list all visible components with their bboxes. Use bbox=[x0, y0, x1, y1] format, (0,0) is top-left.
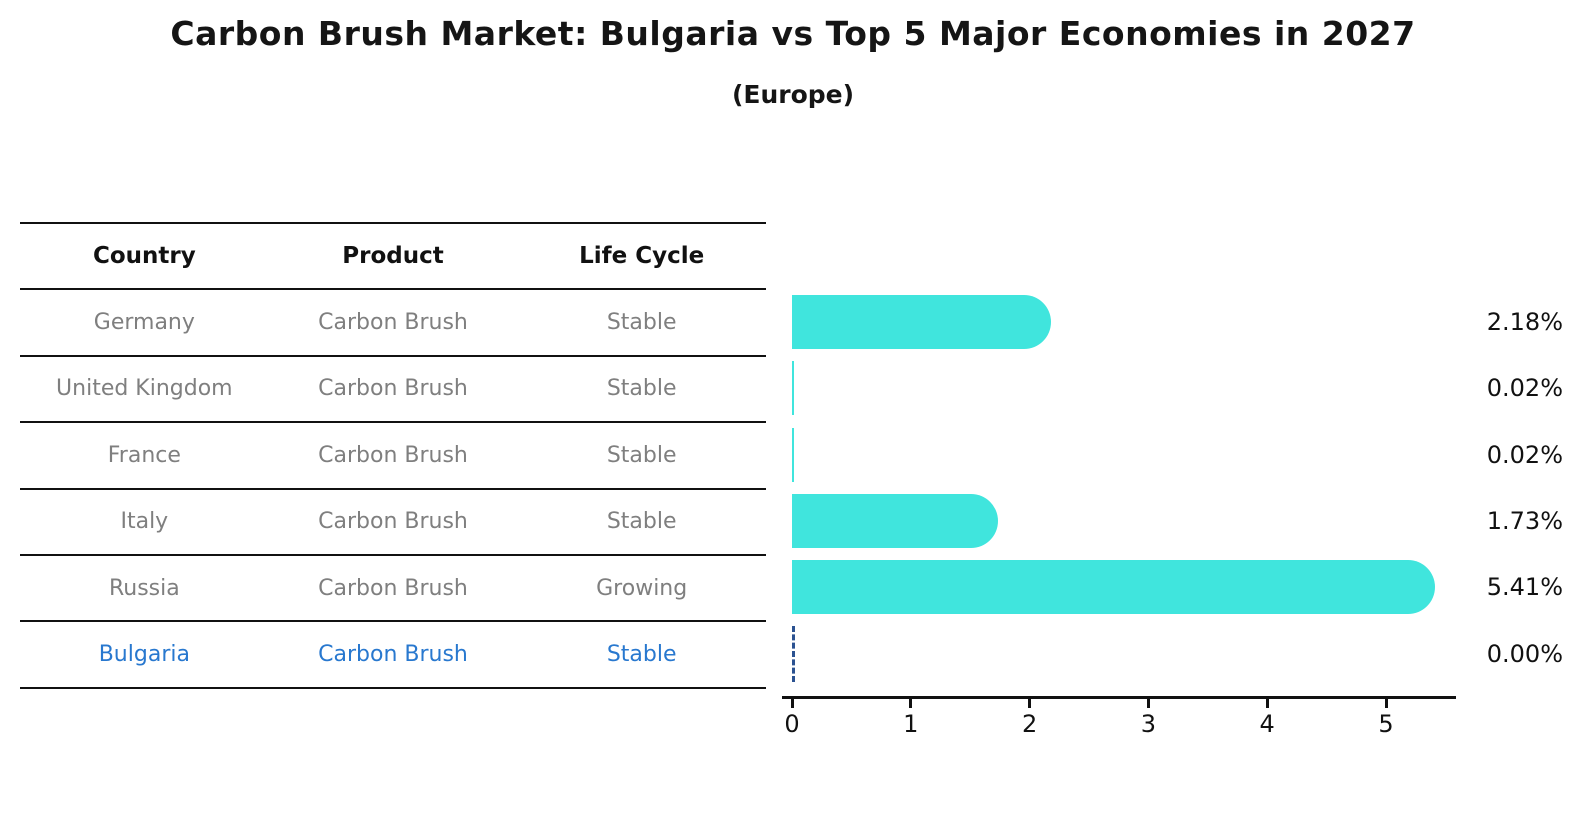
cell-country: Russia bbox=[108, 575, 180, 601]
bar-russia bbox=[792, 560, 1435, 615]
value-label-united-kingdom: 0.02% bbox=[1486, 374, 1563, 403]
x-tick-1 bbox=[909, 699, 913, 708]
cell-product: Carbon Brush bbox=[318, 310, 468, 336]
table-header-row: Country Product Life Cycle bbox=[20, 224, 766, 291]
data-table: Country Product Life Cycle Germany Carbo… bbox=[20, 222, 766, 689]
x-tick-4 bbox=[1265, 699, 1269, 708]
cell-lifecycle: Stable bbox=[606, 509, 677, 535]
table-row-france: France Carbon Brush Stable bbox=[20, 423, 766, 490]
bulgaria-zero-dashed-line bbox=[792, 625, 795, 682]
table-row-bulgaria: Bulgaria Carbon Brush Stable bbox=[20, 622, 766, 689]
cell-country: France bbox=[107, 442, 181, 468]
x-tick-label-2: 2 bbox=[1021, 710, 1038, 738]
value-label-france: 0.02% bbox=[1486, 440, 1563, 469]
table-row-russia: Russia Carbon Brush Growing bbox=[20, 556, 766, 623]
x-tick-label-4: 4 bbox=[1259, 710, 1275, 738]
header-cell-country: Country bbox=[92, 243, 196, 270]
page-title: Carbon Brush Market: Bulgaria vs Top 5 M… bbox=[170, 14, 1416, 53]
value-label-russia: 5.41% bbox=[1486, 573, 1563, 602]
cell-country: Germany bbox=[93, 310, 195, 336]
value-label-italy: 1.73% bbox=[1486, 507, 1563, 535]
cell-lifecycle: Stable bbox=[606, 376, 677, 402]
cell-lifecycle: Growing bbox=[596, 575, 688, 601]
page-subtitle: (Europe) bbox=[731, 80, 855, 109]
table-row-italy: Italy Carbon Brush Stable bbox=[20, 490, 766, 556]
cell-product: Carbon Brush bbox=[318, 376, 468, 402]
x-tick-0 bbox=[790, 699, 794, 708]
header-cell-lifecycle: Life Cycle bbox=[579, 243, 705, 270]
bar-united-kingdom bbox=[792, 361, 795, 416]
x-tick-label-0: 0 bbox=[784, 710, 800, 738]
cell-country: Italy bbox=[120, 509, 169, 535]
x-tick-label-5: 5 bbox=[1378, 710, 1394, 738]
header-cell-product: Product bbox=[342, 243, 444, 270]
table-row-germany: Germany Carbon Brush Stable bbox=[20, 290, 766, 357]
cell-lifecycle: Stable bbox=[606, 310, 677, 336]
cell-product: Carbon Brush bbox=[318, 575, 468, 601]
cell-product: Carbon Brush bbox=[318, 642, 468, 668]
bar-italy bbox=[792, 494, 998, 548]
table-row-united-kingdom: United Kingdom Carbon Brush Stable bbox=[20, 357, 766, 424]
cell-country: Bulgaria bbox=[98, 642, 190, 668]
x-tick-5 bbox=[1384, 699, 1388, 708]
bar-france bbox=[792, 427, 795, 482]
cell-lifecycle: Stable bbox=[606, 642, 677, 668]
cell-lifecycle: Stable bbox=[606, 442, 677, 468]
value-label-germany: 2.18% bbox=[1486, 308, 1563, 336]
cell-country: United Kingdom bbox=[56, 376, 233, 402]
x-tick-label-3: 3 bbox=[1140, 710, 1157, 738]
x-axis-line bbox=[782, 696, 1456, 699]
x-tick-label-1: 1 bbox=[903, 710, 919, 738]
cell-product: Carbon Brush bbox=[318, 509, 468, 535]
cell-product: Carbon Brush bbox=[318, 442, 468, 468]
x-tick-2 bbox=[1028, 699, 1032, 708]
x-tick-3 bbox=[1146, 699, 1150, 708]
value-label-bulgaria: 0.00% bbox=[1486, 639, 1563, 668]
bar-germany bbox=[792, 295, 1051, 349]
